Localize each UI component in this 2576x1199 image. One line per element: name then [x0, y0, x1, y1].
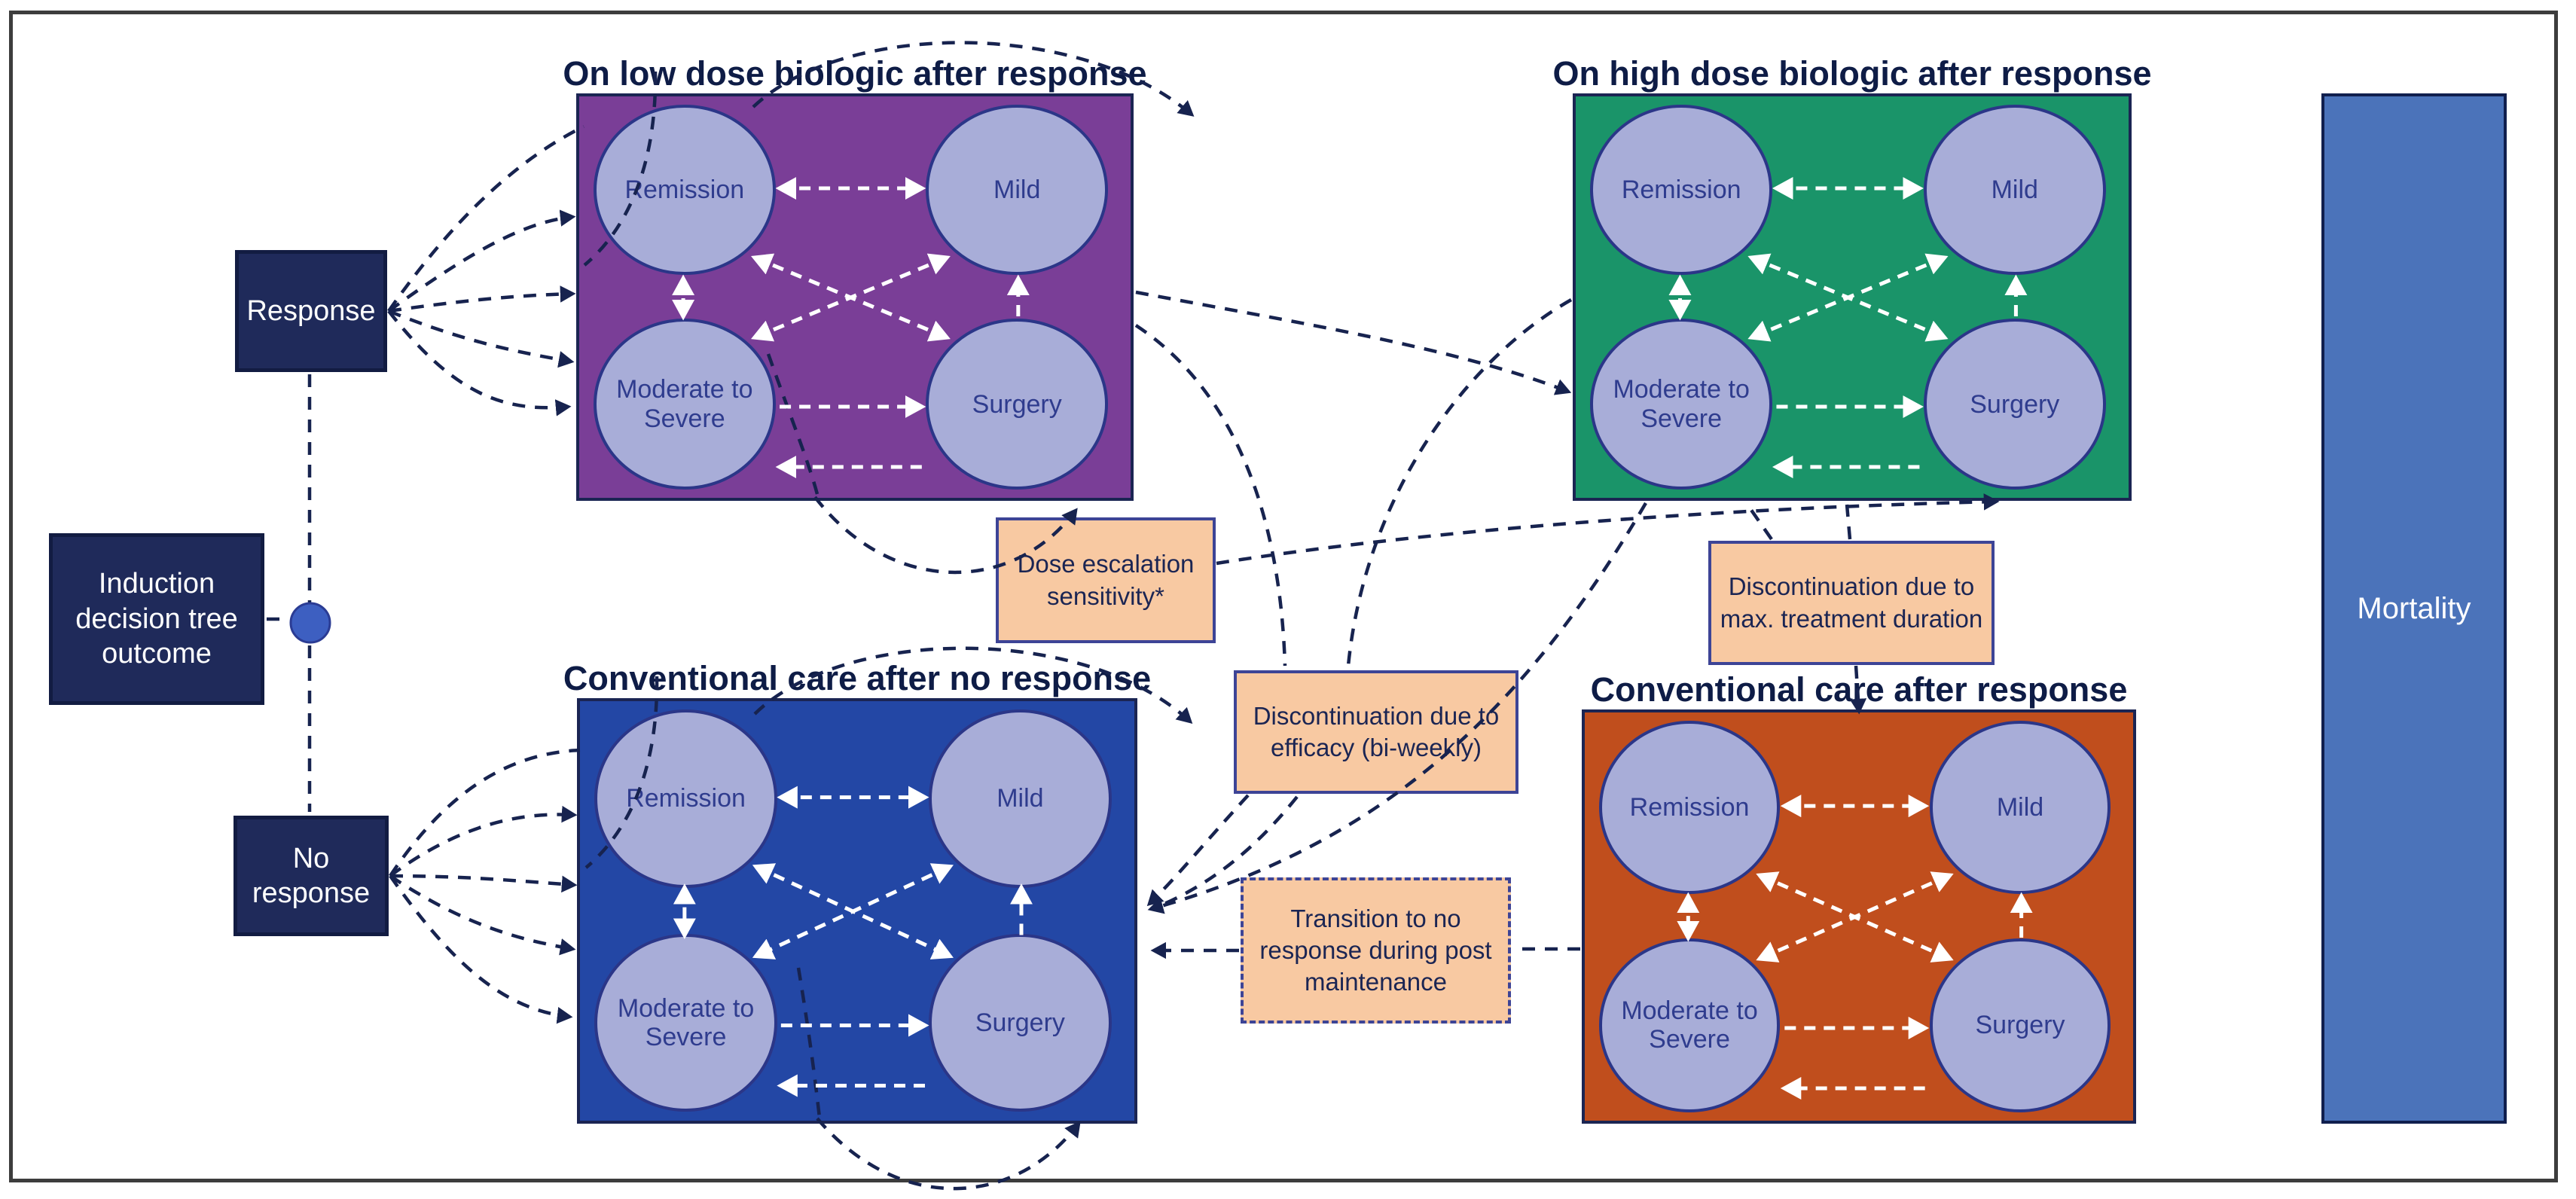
state-ellipse-surgery: Surgery — [1929, 938, 2111, 1112]
no-response-box: No response — [233, 816, 389, 936]
state-label: Surgery — [972, 389, 1062, 419]
state-ellipse-remission: Remission — [1598, 720, 1781, 895]
state-ellipse-mild: Mild — [1923, 104, 2106, 276]
note-transition-to-no-response-post-maintenance: Transition to no response during post ma… — [1241, 877, 1511, 1024]
panel-title-low-dose: On low dose biologic after response — [563, 54, 1147, 93]
state-ellipse-remission: Remission — [594, 709, 777, 888]
state-ellipse-moderate-severe: Moderate to Severe — [1598, 938, 1781, 1112]
note-discontinuation-max-treatment-duration: Discontinuation due to max. treatment du… — [1708, 541, 1995, 665]
state-ellipse-mild: Mild — [928, 709, 1112, 888]
state-label: Remission — [624, 175, 745, 204]
panel-title-conventional-response: Conventional care after response — [1590, 670, 2128, 709]
state-ellipse-moderate-severe: Moderate to Severe — [594, 319, 776, 490]
panel-title-conventional-no-response: Conventional care after no response — [563, 659, 1152, 697]
panel-conventional-care-no-response: Remission Mild Moderate to Severe Surger… — [577, 698, 1137, 1124]
state-ellipse-mild: Mild — [1929, 720, 2111, 895]
state-label: Moderate to Severe — [1613, 375, 1750, 433]
panel-high-dose-biologic: Remission Mild Moderate to Severe Surger… — [1573, 93, 2132, 501]
state-ellipse-mild: Mild — [926, 104, 1108, 276]
panel-title-high-dose: On high dose biologic after response — [1552, 54, 2152, 93]
state-label: Surgery — [1970, 389, 2060, 419]
state-label: Remission — [1621, 175, 1741, 204]
state-label: Moderate to Severe — [616, 375, 753, 433]
state-label: Surgery — [1975, 1011, 2065, 1040]
note-dose-escalation-sensitivity: Dose escalation sensitivity* — [996, 517, 1216, 643]
note-discontinuation-due-to-efficacy: Discontinuation due to efficacy (bi-week… — [1234, 670, 1518, 794]
state-label: Moderate to Severe — [1621, 996, 1758, 1054]
state-label: Moderate to Severe — [617, 993, 755, 1051]
state-label: Remission — [626, 784, 746, 813]
state-ellipse-surgery: Surgery — [928, 933, 1112, 1112]
state-ellipse-moderate-severe: Moderate to Severe — [1590, 319, 1773, 490]
outer-frame — [9, 11, 2558, 1182]
state-label: Remission — [1629, 792, 1750, 822]
state-ellipse-remission: Remission — [1590, 104, 1773, 276]
response-box: Response — [235, 250, 387, 372]
state-ellipse-moderate-severe: Moderate to Severe — [594, 933, 777, 1112]
induction-decision-tree-outcome-box: Induction decision tree outcome — [49, 533, 264, 705]
state-ellipse-surgery: Surgery — [1923, 319, 2106, 490]
state-label: Mild — [1991, 175, 2038, 204]
state-ellipse-remission: Remission — [594, 104, 776, 276]
state-ellipse-surgery: Surgery — [926, 319, 1108, 490]
mortality-bar: Mortality — [2321, 93, 2507, 1124]
state-label: Surgery — [975, 1008, 1065, 1037]
panel-low-dose-biologic: Remission Mild Moderate to Severe Surger… — [576, 93, 1134, 501]
state-label: Mild — [997, 784, 1044, 813]
state-label: Mild — [993, 175, 1041, 204]
state-label: Mild — [1996, 792, 2044, 822]
panel-conventional-care-response: Remission Mild Moderate to Severe Surger… — [1582, 709, 2136, 1124]
